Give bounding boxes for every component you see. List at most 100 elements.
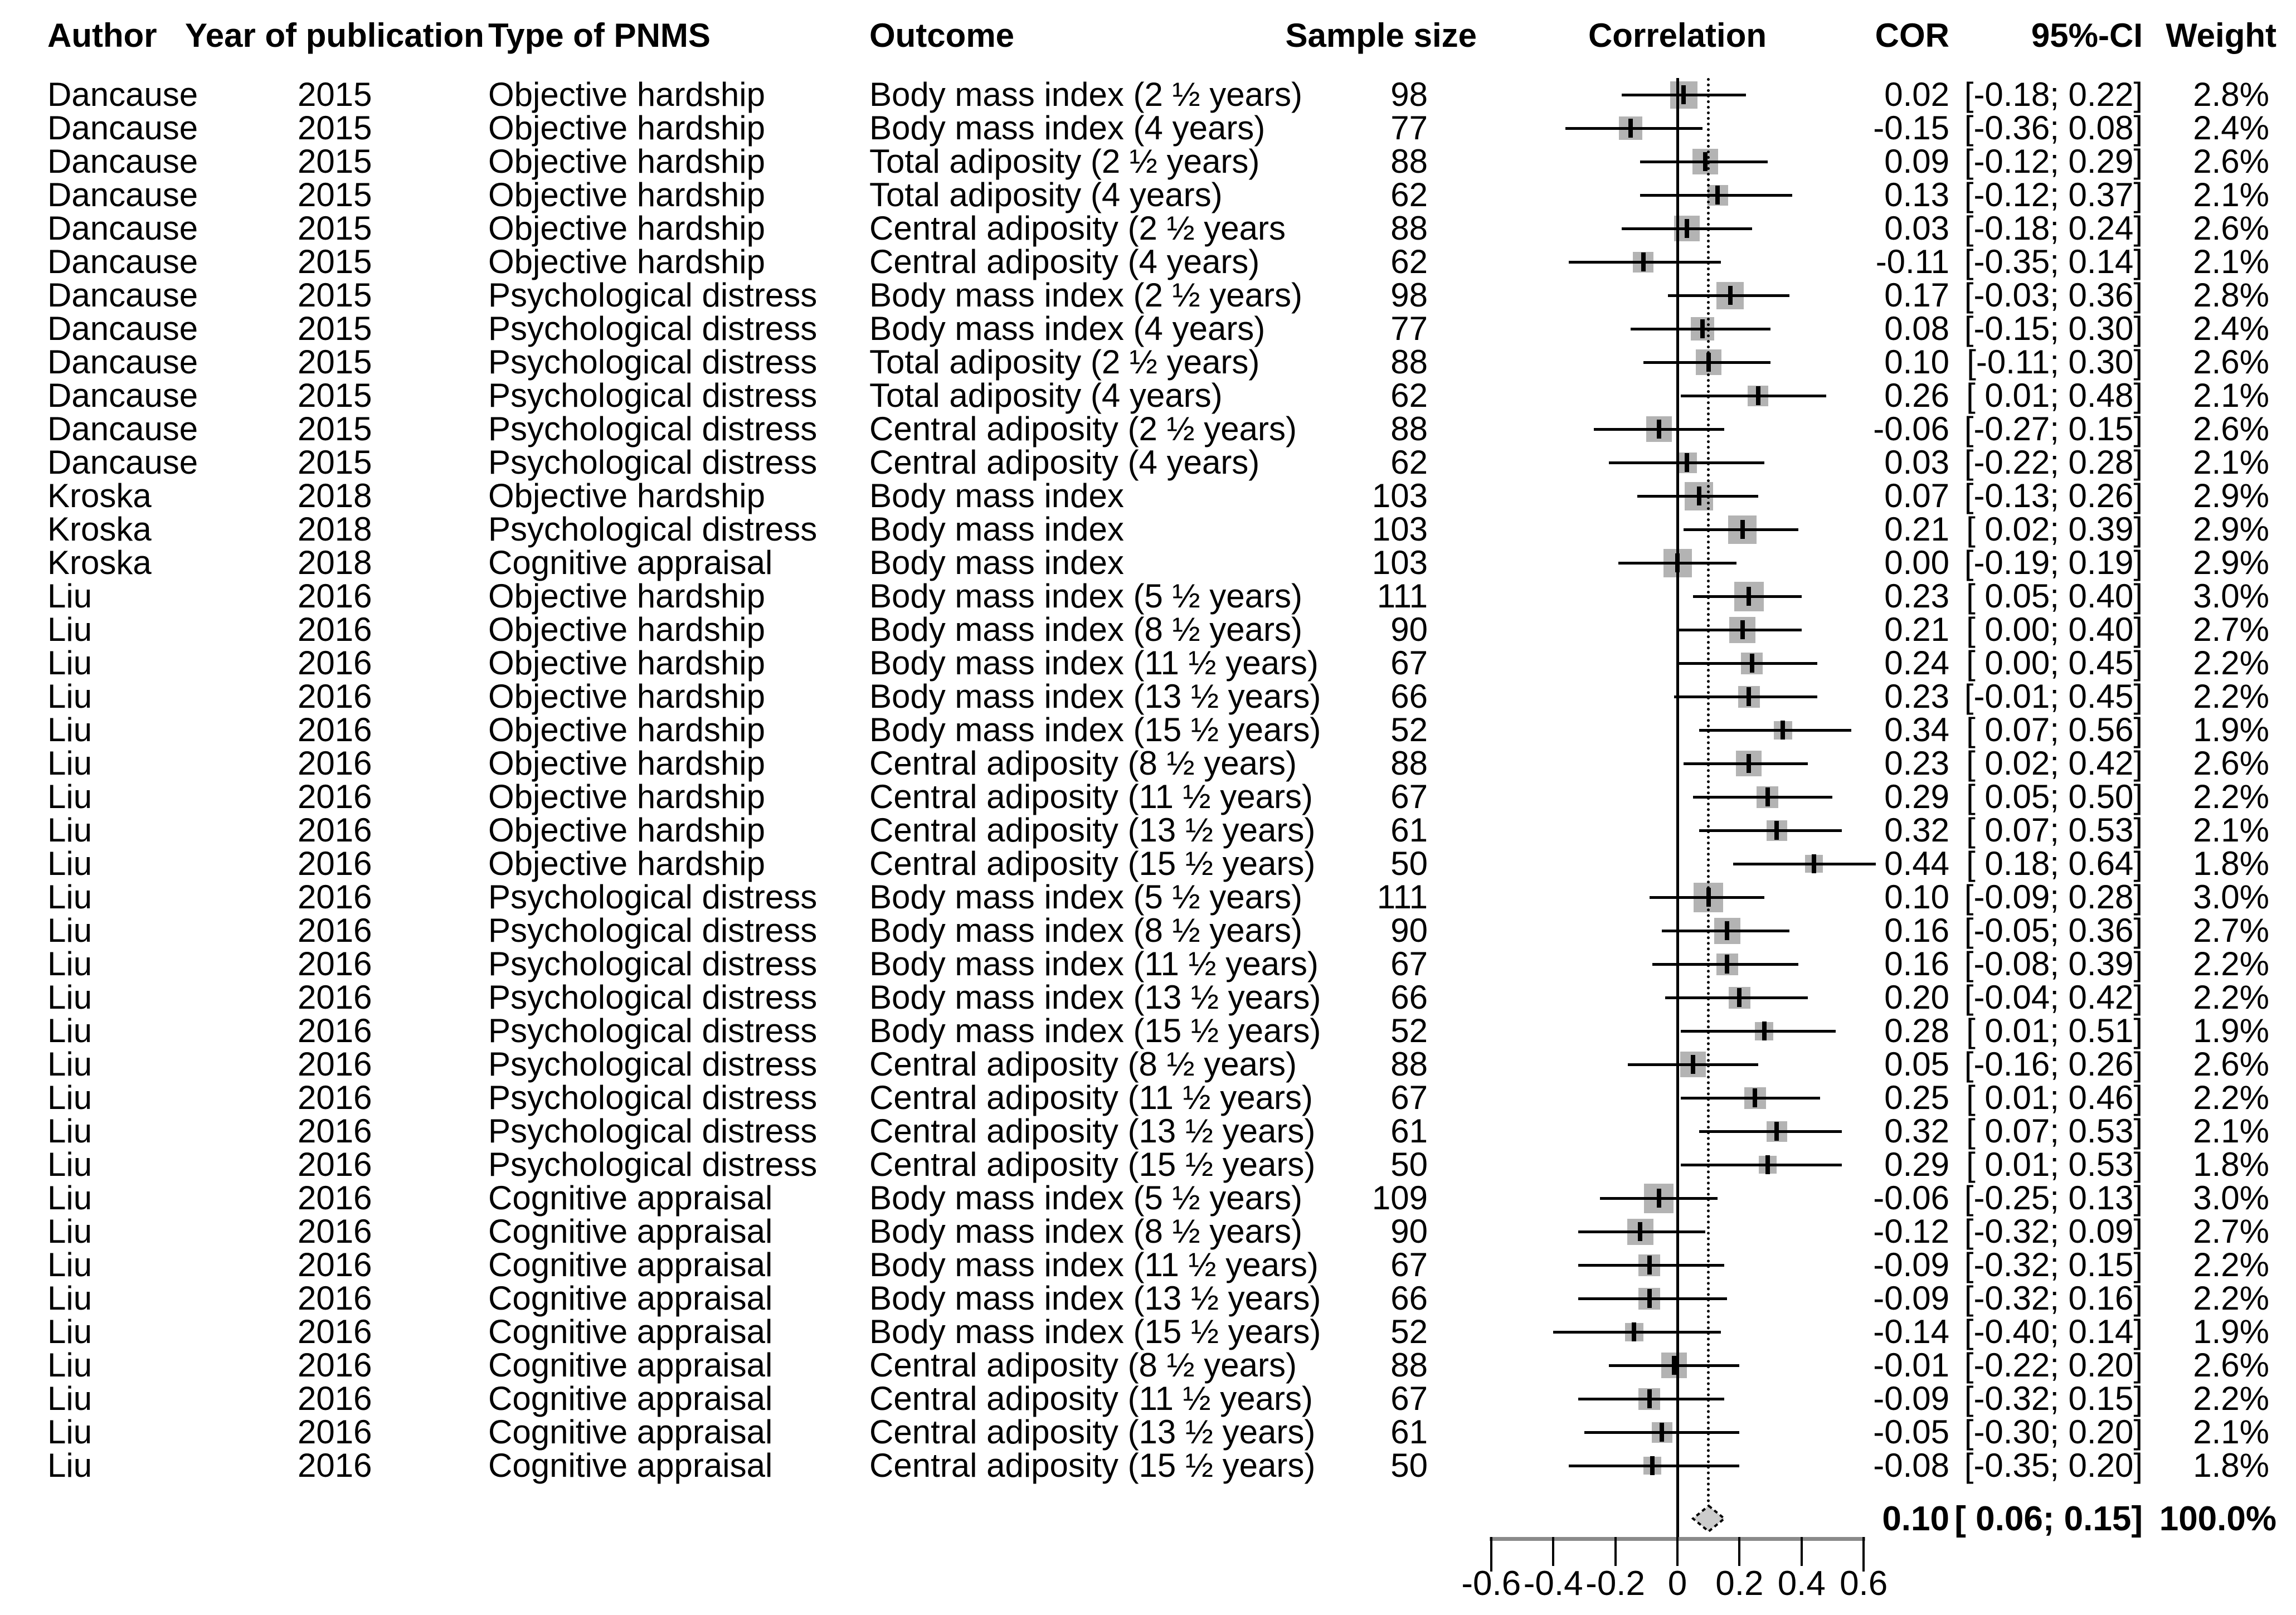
- weight-cell: 2.2%: [2193, 945, 2269, 982]
- ci-cell: [ 0.01; 0.48]: [1966, 377, 2143, 414]
- ci-cell: [-0.25; 0.13]: [1964, 1179, 2143, 1217]
- pnms-type-cell: Objective hardship: [488, 176, 765, 213]
- year-cell: 2015: [298, 444, 372, 481]
- ci-cell: [ 0.07; 0.53]: [1966, 811, 2143, 849]
- pnms-type-cell: Objective hardship: [488, 243, 765, 280]
- ci-cell: [-0.13; 0.26]: [1964, 477, 2143, 514]
- pnms-type-cell: Psychological distress: [488, 1012, 818, 1049]
- cor-cell: -0.11: [1875, 243, 1949, 280]
- point-estimate-tick: [1684, 453, 1689, 472]
- year-cell: 2016: [298, 644, 372, 682]
- weight-cell: 2.7%: [2193, 1213, 2269, 1250]
- cor-cell: 0.02: [1884, 76, 1949, 113]
- point-estimate-tick: [1740, 520, 1745, 539]
- x-axis-tick-label: -0.2: [1585, 1564, 1646, 1603]
- cor-cell: -0.09: [1873, 1380, 1949, 1417]
- outcome-cell: Body mass index (5 ½ years): [869, 1179, 1302, 1217]
- pnms-type-cell: Objective hardship: [488, 143, 765, 180]
- point-estimate-tick: [1696, 487, 1701, 505]
- year-cell: 2015: [298, 176, 372, 213]
- author-cell: Liu: [47, 711, 93, 748]
- confidence-interval-line: [1680, 1163, 1842, 1166]
- outcome-cell: Central adiposity (11 ½ years): [869, 1380, 1313, 1417]
- sample-size-cell: 88: [1390, 745, 1428, 782]
- cor-cell: 0.03: [1884, 444, 1949, 481]
- outcome-cell: Body mass index (5 ½ years): [869, 878, 1302, 916]
- x-axis-tick-label: -0.6: [1461, 1564, 1521, 1603]
- sample-size-cell: 50: [1390, 845, 1428, 882]
- column-header-author: Author: [47, 17, 157, 54]
- pnms-type-cell: Objective hardship: [488, 477, 765, 514]
- author-cell: Dancause: [47, 109, 198, 147]
- sample-size-cell: 111: [1376, 878, 1428, 916]
- confidence-interval-line: [1699, 1130, 1842, 1133]
- confidence-interval-line: [1699, 829, 1842, 832]
- cor-cell: 0.03: [1884, 210, 1949, 247]
- sample-size-cell: 88: [1390, 343, 1428, 381]
- point-estimate-tick: [1749, 654, 1754, 673]
- sample-size-cell: 52: [1390, 711, 1428, 748]
- year-cell: 2015: [298, 276, 372, 314]
- sample-size-cell: 88: [1390, 210, 1428, 247]
- author-cell: Liu: [47, 644, 93, 682]
- author-cell: Dancause: [47, 343, 198, 381]
- point-estimate-tick: [1755, 386, 1760, 405]
- pnms-type-cell: Psychological distress: [488, 377, 818, 414]
- weight-cell: 2.2%: [2193, 644, 2269, 682]
- author-cell: Dancause: [47, 410, 198, 447]
- point-estimate-tick: [1650, 1456, 1655, 1475]
- year-cell: 2015: [298, 109, 372, 147]
- ci-cell: [-0.04; 0.42]: [1964, 979, 2143, 1016]
- weight-cell: 2.2%: [2193, 1380, 2269, 1417]
- outcome-cell: Total adiposity (4 years): [869, 377, 1223, 414]
- outcome-cell: Central adiposity (11 ½ years): [869, 778, 1313, 815]
- point-estimate-tick: [1747, 687, 1752, 706]
- ci-cell: [ 0.07; 0.53]: [1966, 1112, 2143, 1150]
- sample-size-cell: 67: [1390, 945, 1428, 982]
- cor-cell: 0.23: [1884, 577, 1949, 615]
- outcome-cell: Body mass index (11 ½ years): [869, 644, 1319, 682]
- weight-cell: 1.8%: [2193, 1146, 2269, 1183]
- sample-size-cell: 67: [1390, 644, 1428, 682]
- cor-cell: -0.08: [1873, 1447, 1949, 1484]
- point-estimate-tick: [1656, 1189, 1661, 1208]
- point-estimate-tick: [1632, 1322, 1637, 1341]
- ci-cell: [-0.16; 0.26]: [1964, 1045, 2143, 1083]
- ci-cell: [-0.30; 0.20]: [1964, 1413, 2143, 1451]
- outcome-cell: Central adiposity (2 ½ years: [869, 210, 1286, 247]
- weight-cell: 2.7%: [2193, 611, 2269, 648]
- author-cell: Kroska: [47, 544, 152, 581]
- author-cell: Kroska: [47, 477, 152, 514]
- outcome-cell: Central adiposity (13 ½ years): [869, 1413, 1316, 1451]
- year-cell: 2016: [298, 845, 372, 882]
- weight-cell: 2.6%: [2193, 343, 2269, 381]
- weight-cell: 1.9%: [2193, 711, 2269, 748]
- zero-reference-line: [1676, 78, 1679, 1539]
- ci-cell: [-0.18; 0.24]: [1964, 210, 2143, 247]
- outcome-cell: Body mass index (13 ½ years): [869, 678, 1321, 715]
- year-cell: 2016: [298, 1280, 372, 1317]
- sample-size-cell: 98: [1390, 76, 1428, 113]
- weight-cell: 2.4%: [2193, 310, 2269, 347]
- sample-size-cell: 67: [1390, 1246, 1428, 1283]
- cor-cell: -0.09: [1873, 1246, 1949, 1283]
- point-estimate-tick: [1715, 186, 1720, 205]
- sample-size-cell: 88: [1390, 143, 1428, 180]
- sample-size-cell: 103: [1371, 477, 1428, 514]
- pnms-type-cell: Cognitive appraisal: [488, 1413, 773, 1451]
- year-cell: 2016: [298, 778, 372, 815]
- author-cell: Dancause: [47, 176, 198, 213]
- point-estimate-tick: [1638, 1222, 1643, 1241]
- year-cell: 2016: [298, 811, 372, 849]
- author-cell: Liu: [47, 678, 93, 715]
- weight-cell: 3.0%: [2193, 1179, 2269, 1217]
- weight-cell: 2.2%: [2193, 778, 2269, 815]
- pnms-type-cell: Objective hardship: [488, 745, 765, 782]
- point-estimate-tick: [1660, 1423, 1665, 1442]
- summary-cor-value: 0.10: [1882, 1500, 1949, 1538]
- author-cell: Liu: [47, 1112, 93, 1150]
- year-cell: 2016: [298, 1346, 372, 1384]
- summary-diamond: [1691, 1504, 1726, 1533]
- outcome-cell: Central adiposity (8 ½ years): [869, 1346, 1297, 1384]
- point-estimate-tick: [1647, 1289, 1652, 1308]
